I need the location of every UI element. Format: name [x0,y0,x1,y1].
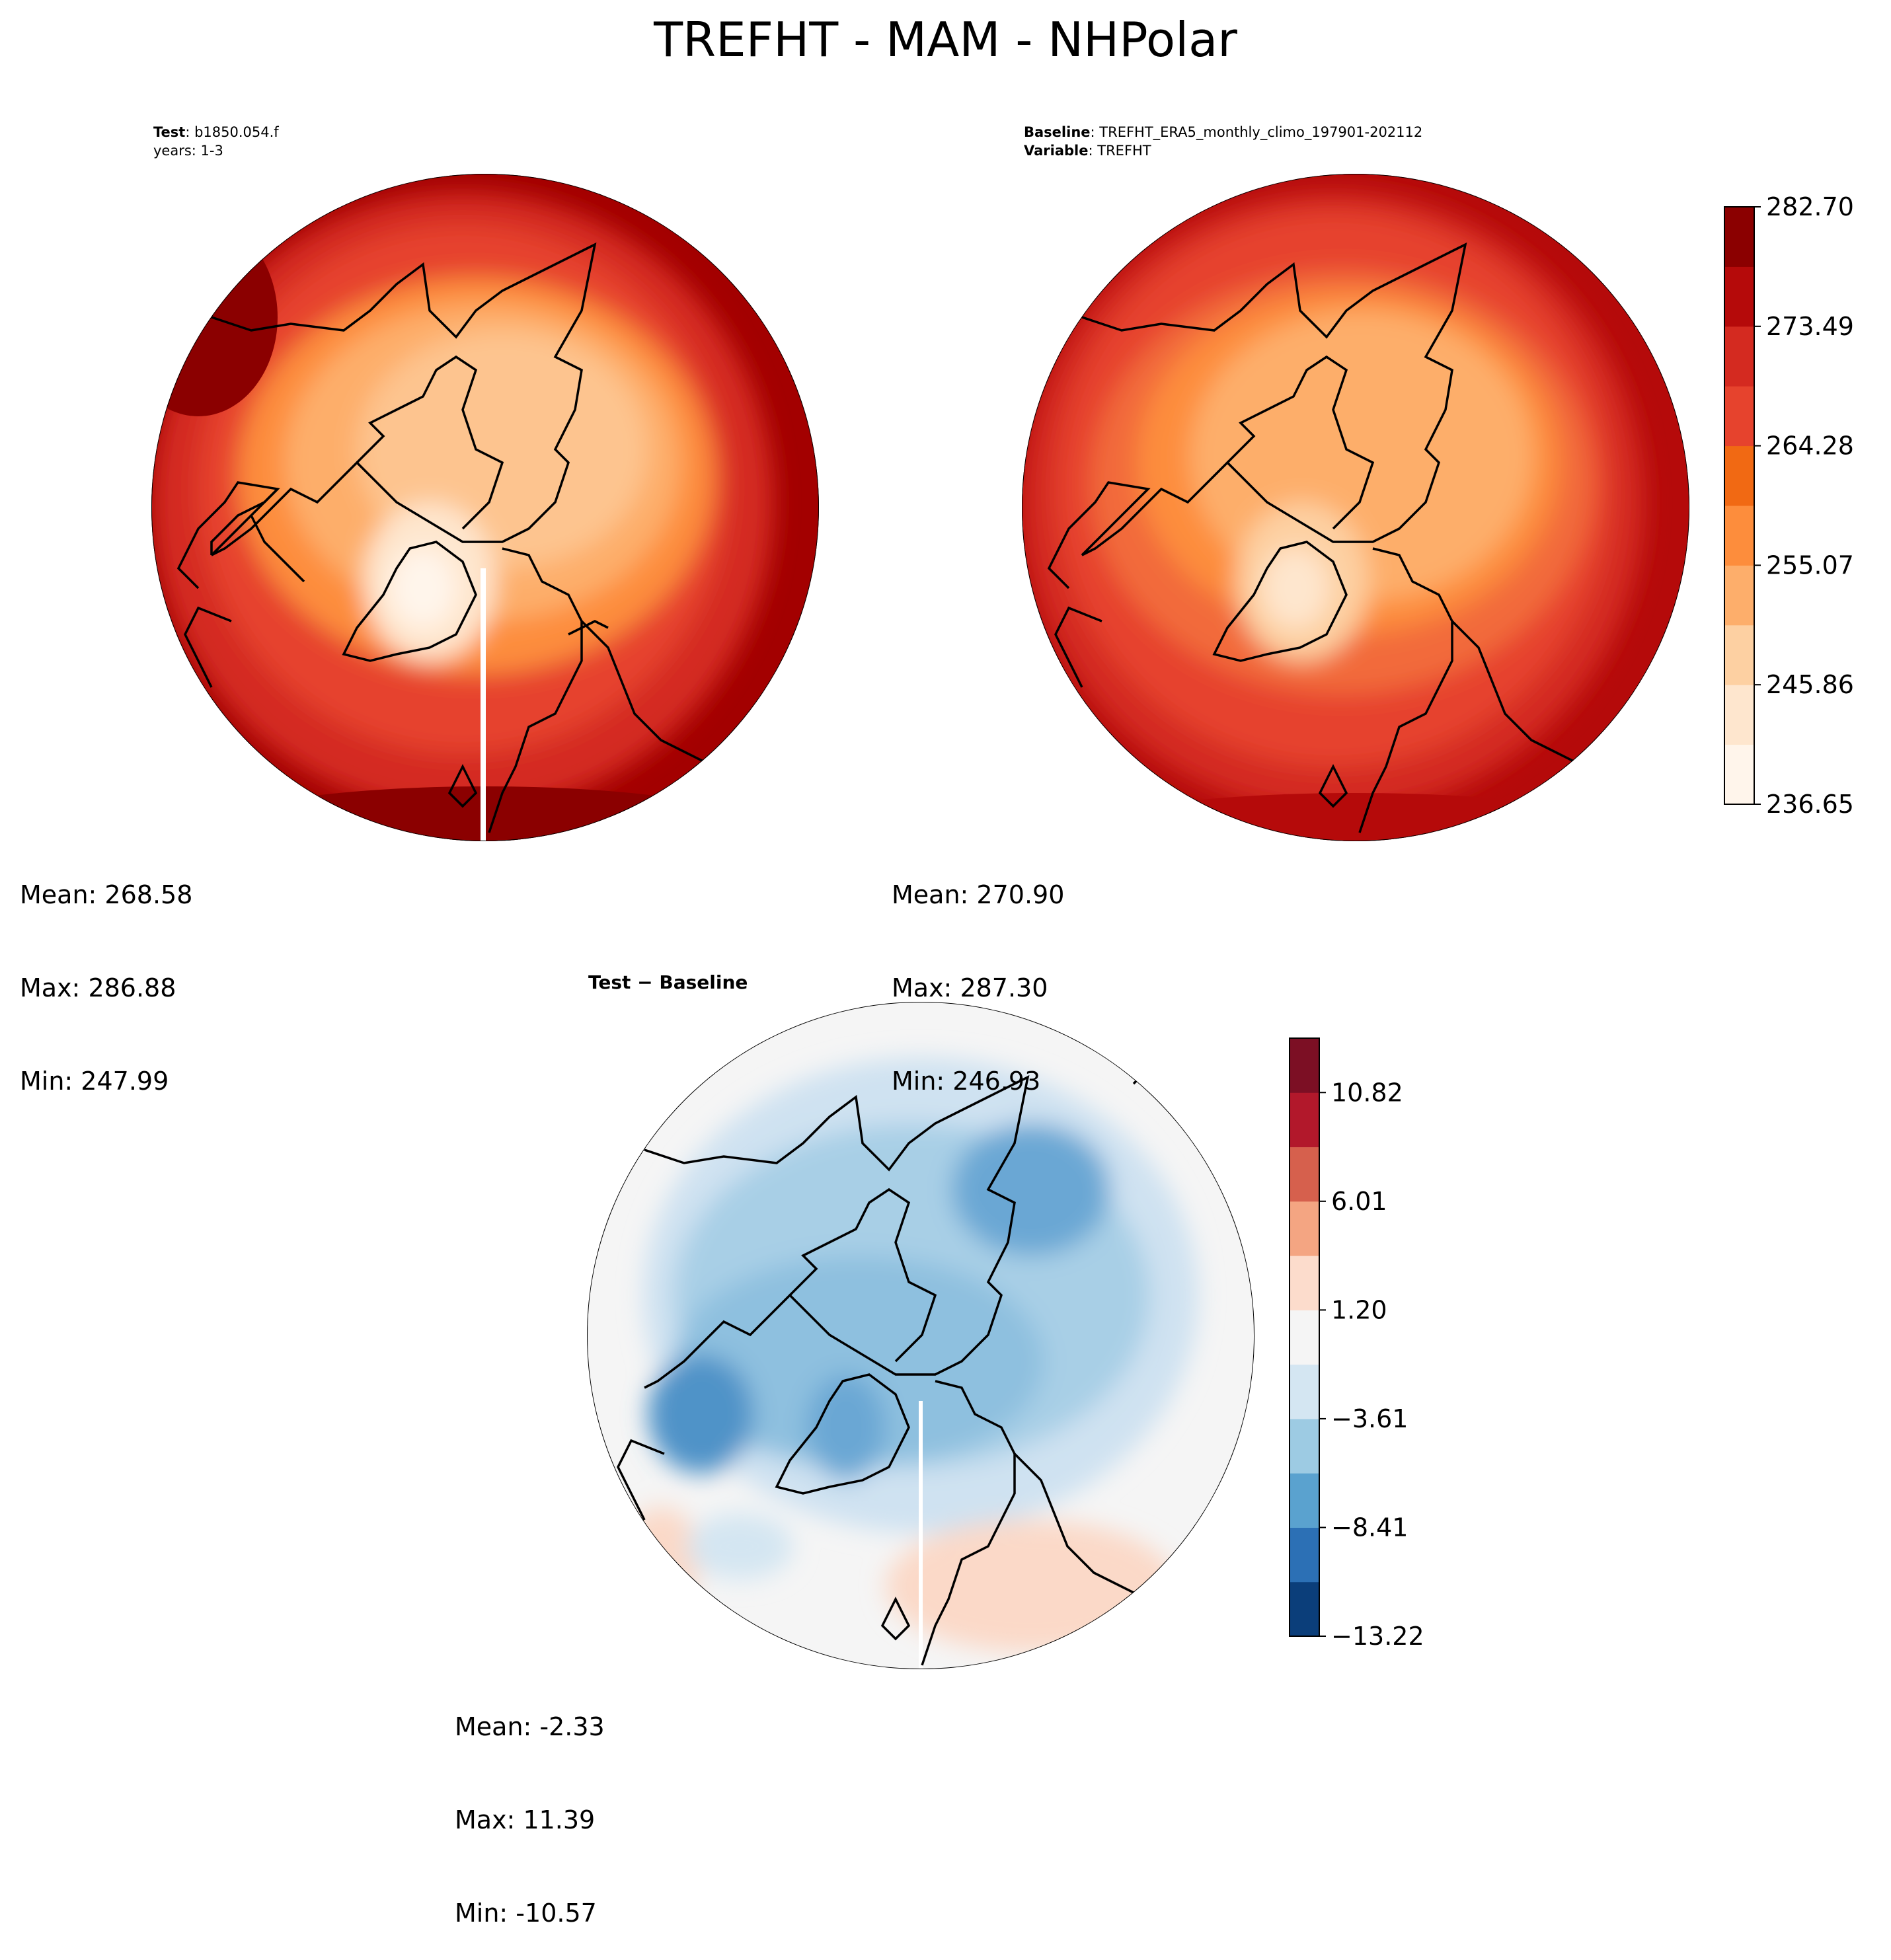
diff-colorbar-tick-label: 1.20 [1331,1295,1387,1324]
diff-colorbar-tick-label: −13.22 [1331,1622,1424,1651]
difference-stats: Mean: -2.33 Max: 11.39 Min: -10.57 [455,1649,605,1960]
baseline-name: TREFHT_ERA5_monthly_climo_197901-202112 [1099,124,1423,140]
diff-colorbar-swatch [1290,1418,1319,1474]
main-colorbar-swatch [1724,506,1754,566]
main-colorbar-tick-label: 282.70 [1766,192,1854,221]
difference-title: Test − Baseline [588,971,748,993]
diff-colorbar-swatch [1290,1201,1319,1256]
baseline-label: Baseline [1024,124,1091,140]
baseline-max: Max: 287.30 [892,973,1048,1002]
baseline-map [1022,174,1689,841]
test-max: Max: 286.88 [20,973,176,1002]
variable-name: TREFHT [1097,143,1151,159]
test-min: Min: 247.99 [20,1067,169,1096]
test-case-name: b1850.054.f [194,124,279,140]
diff-colorbar-swatch [1290,1310,1319,1365]
diff-colorbar-swatch [1290,1092,1319,1148]
difference-mean: Mean: -2.33 [455,1712,605,1741]
baseline-mean: Mean: 270.90 [892,880,1065,909]
diff-colorbar-swatch [1290,1364,1319,1419]
main-colorbar-tick-label: 245.86 [1766,670,1854,699]
diff-colorbar-swatch [1290,1581,1319,1637]
main-colorbar-tick-label: 255.07 [1766,550,1854,580]
maps-canvas: 282.70 273.49 264.28 255.07 245.86 236.65 10.… [151,174,1854,1669]
diff-colorbar-swatch [1290,1038,1319,1093]
diff-colorbar-swatch [1290,1147,1319,1202]
main-colorbar-swatch [1724,386,1754,447]
difference-max: Max: 11.39 [455,1805,596,1834]
main-colorbar-swatch [1724,326,1754,387]
main-colorbar: 282.70 273.49 264.28 255.07 245.86 236.65 [1724,192,1854,819]
difference-min: Min: -10.57 [455,1899,597,1928]
diff-colorbar-swatch [1290,1527,1319,1583]
main-colorbar-swatch [1724,744,1754,805]
main-colorbar-swatch [1724,685,1754,745]
test-label: Test [153,124,186,140]
difference-map [587,1002,1254,1669]
diff-colorbar: 10.82 6.01 1.20 −3.61 −8.41 −13.22 [1289,1037,1424,1651]
main-colorbar-tick-label: 236.65 [1766,790,1854,819]
baseline-min: Min: 246.93 [892,1067,1041,1096]
diff-colorbar-tick-label: −8.41 [1331,1513,1408,1542]
diff-colorbar-swatch [1290,1473,1319,1528]
test-stats: Mean: 268.58 Max: 286.88 Min: 247.99 [20,817,192,1128]
test-mean: Mean: 268.58 [20,880,193,909]
baseline-stats: Mean: 270.90 Max: 287.30 Min: 246.93 [892,817,1064,1128]
diff-colorbar-tick-label: −3.61 [1331,1404,1408,1433]
figure-title: TREFHT - MAM - NHPolar [654,12,1237,67]
main-colorbar-tick-label: 273.49 [1766,312,1854,341]
diff-colorbar-swatch [1290,1256,1319,1310]
main-colorbar-swatch [1724,565,1754,626]
test-map [151,174,819,841]
diff-colorbar-tick-label: 6.01 [1331,1187,1387,1216]
diff-colorbar-tick-label: 10.82 [1331,1078,1403,1107]
test-years: years: 1-3 [153,143,223,159]
baseline-metadata: Baseline: TREFHT_ERA5_monthly_climo_1979… [1024,124,1423,159]
diff-colorbar-frame [1289,1037,1320,1637]
main-colorbar-swatch [1724,445,1754,506]
main-colorbar-tick-label: 264.28 [1766,432,1854,461]
main-colorbar-swatch [1724,266,1754,327]
variable-label: Variable [1024,143,1089,159]
main-colorbar-swatch [1724,207,1754,267]
main-colorbar-frame [1724,206,1755,805]
test-metadata: Test: b1850.054.f years: 1-3 [153,124,279,159]
main-colorbar-swatch [1724,624,1754,685]
